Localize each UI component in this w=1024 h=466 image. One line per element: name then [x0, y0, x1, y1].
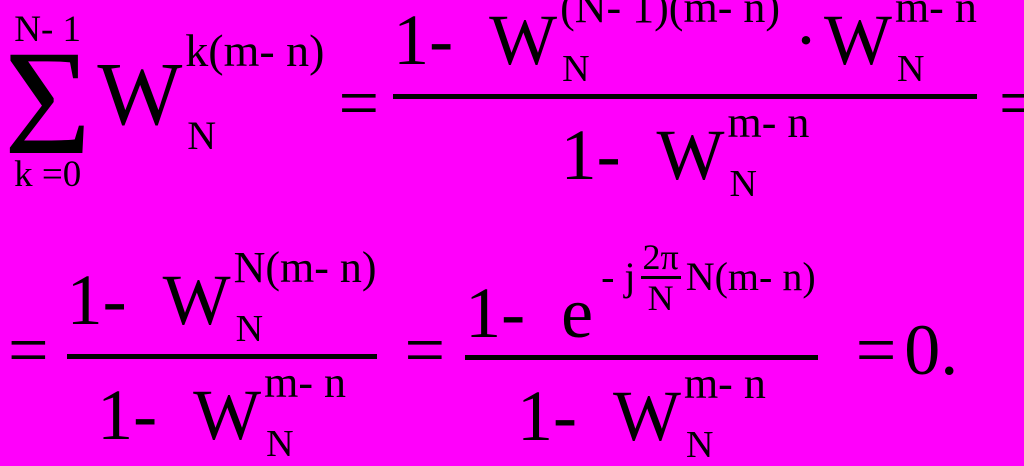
w-subscript: N: [562, 47, 590, 90]
w-subscript: N: [187, 113, 217, 158]
fraction-2: 1- W N(m- n) N 1- W m- n N: [59, 246, 385, 464]
w-base: W: [656, 114, 725, 195]
multiplication-dot: ·: [794, 0, 818, 80]
w-term: W (N- 1)(m- n) N: [489, 0, 780, 88]
w-term: W m- n N: [193, 361, 346, 464]
w-superscript: N(m- n): [233, 243, 377, 292]
w-superscript: (N- 1)(m- n): [560, 0, 780, 32]
mini-fraction-bar: [640, 275, 681, 279]
fraction-bar: [393, 93, 977, 99]
formula-line-2: = 1- W N(m- n) N 1- W m- n N: [8, 224, 959, 464]
equals-sign: =: [404, 309, 446, 390]
fraction-1-denominator: 1- W m- n N: [560, 100, 810, 203]
w-superscript: m- n: [264, 358, 346, 407]
exponent-mini-fraction: 2π N: [640, 236, 681, 318]
one-minus: 1-: [560, 114, 657, 195]
fraction-bar: [465, 354, 818, 360]
w-base: W: [823, 0, 892, 80]
equals-sign: =: [8, 309, 49, 390]
fraction-1-numerator: 1- W (N- 1)(m- n) N · W m- n N: [393, 0, 977, 88]
w-subscript: N: [729, 162, 757, 205]
fraction-1: 1- W (N- 1)(m- n) N · W m- n N 1-: [385, 0, 985, 203]
w-base: W: [193, 375, 262, 455]
w-superscript: m- n: [683, 358, 766, 408]
w-term: W m- n N: [823, 0, 977, 88]
result-zero: 0.: [904, 309, 959, 390]
w-scripts: m- n N: [727, 97, 810, 205]
mini-denominator: N: [647, 277, 674, 318]
sum-upper-limit: N- 1: [14, 9, 82, 51]
w-superscript: m- n: [727, 97, 810, 147]
w-scripts: N(m- n) N: [233, 243, 377, 350]
fraction-3-denominator: 1- W m- n N: [516, 361, 766, 464]
w-superscript: m- n: [894, 0, 977, 32]
w-scripts: m- n N: [683, 358, 766, 466]
summand-w-term: W k(m- n) N: [97, 28, 324, 156]
fraction-2-denominator: 1- W m- n N: [97, 361, 346, 464]
w-term: W m- n N: [656, 100, 810, 203]
w-superscript: k(m- n): [185, 25, 325, 76]
sum-lower-limit: k =0: [14, 154, 82, 195]
w-term: W m- n N: [612, 361, 766, 464]
equals-sign: =: [998, 63, 1024, 143]
w-subscript: N: [685, 423, 714, 466]
fraction-bar: [66, 354, 377, 359]
w-scripts: m- n N: [264, 358, 346, 465]
w-scripts: (N- 1)(m- n) N: [560, 0, 780, 88]
mini-numerator: 2π: [642, 236, 679, 277]
one-minus: 1-: [66, 260, 163, 340]
w-base: W: [612, 375, 681, 456]
equals-sign: =: [338, 63, 380, 143]
w-base: W: [162, 260, 231, 340]
fraction-2-numerator: 1- W N(m- n) N: [66, 246, 377, 349]
e-exponent: - j 2π N N(m- n): [601, 238, 816, 317]
e-base: e: [561, 272, 594, 353]
fraction-3-numerator: 1- e - j 2π N N(m- n): [465, 238, 818, 349]
one-minus: 1-: [516, 375, 613, 456]
sigma-icon: Σ: [4, 20, 92, 186]
w-subscript: N: [266, 423, 294, 465]
equals-sign: =: [855, 309, 897, 390]
formula-line-1: N- 1 Σ k =0 W k(m- n) N = 1- W (N- 1)(m-…: [4, 0, 1024, 206]
w-subscript: N: [235, 308, 264, 350]
one-minus: 1-: [393, 0, 490, 80]
one-minus: 1-: [465, 272, 562, 353]
w-base: W: [97, 45, 183, 144]
exponent-prefix: - j: [601, 254, 636, 299]
w-scripts: k(m- n) N: [185, 28, 324, 156]
w-scripts: m- n N: [895, 0, 977, 88]
fraction-3: 1- e - j 2π N N(m- n) 1- W m- n N: [457, 238, 826, 464]
w-base: W: [489, 0, 558, 80]
w-term: W N(m- n) N: [162, 246, 377, 349]
w-subscript: N: [896, 47, 925, 90]
summation-block: N- 1 Σ k =0: [4, 10, 91, 195]
one-minus: 1-: [97, 375, 194, 455]
exponent-suffix: N(m- n): [685, 254, 816, 299]
